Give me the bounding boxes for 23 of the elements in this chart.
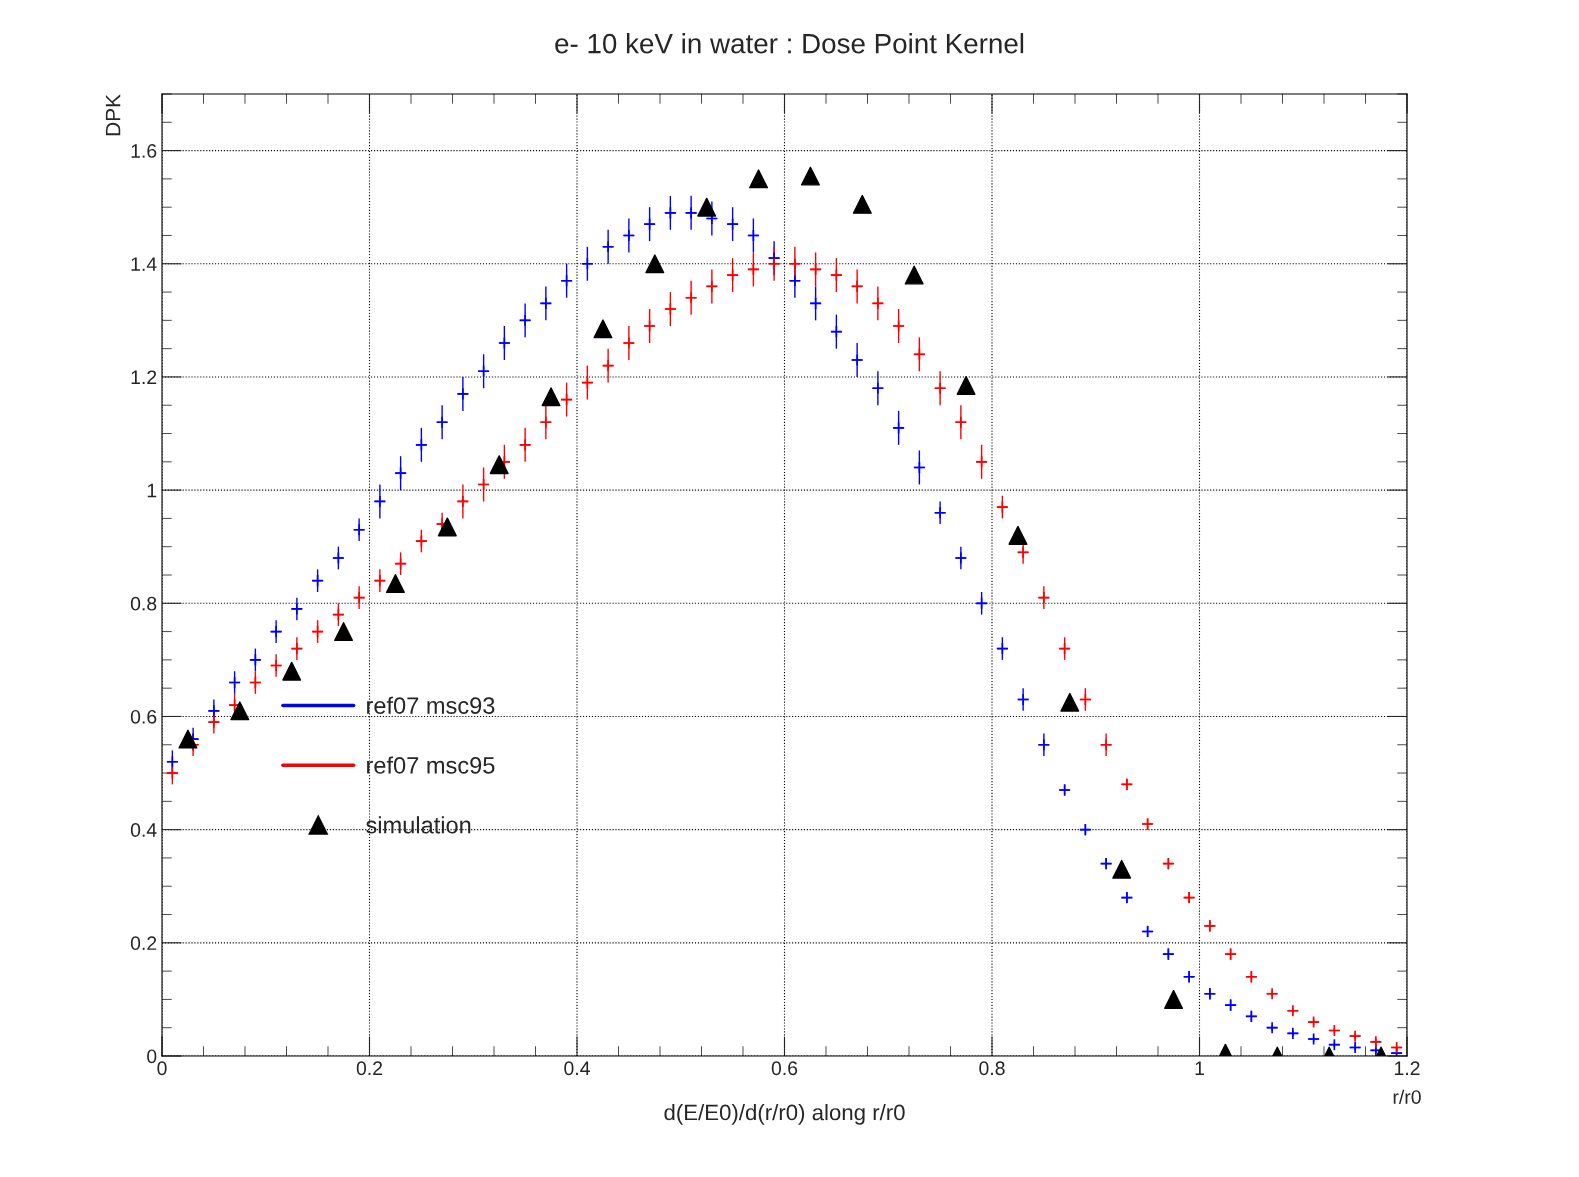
y-tick-label: 1.4 bbox=[131, 257, 157, 271]
legend-label: ref07 msc95 bbox=[367, 756, 495, 774]
y-tick-label: 1.6 bbox=[131, 144, 157, 158]
x-tick-label: 0.8 bbox=[979, 1061, 1005, 1076]
y-tick-label: 0.6 bbox=[130, 709, 157, 724]
legend-label: ref07 msc93 bbox=[367, 696, 495, 714]
x-tick-label: 0.4 bbox=[564, 1061, 590, 1076]
y-tick-label: 0.4 bbox=[130, 823, 157, 837]
y-tick-label: 0.8 bbox=[130, 596, 157, 611]
chart-title: e- 10 keV in water : Dose Point Kernel bbox=[555, 33, 1024, 54]
text: r/r0 bbox=[1393, 1089, 1421, 1104]
y-tick-label: 0 bbox=[147, 1049, 157, 1064]
y-axis-title: DPK bbox=[105, 94, 121, 136]
y-tick-label: 0.2 bbox=[130, 936, 157, 951]
x-axis-title: d(E/E0)/d(r/r0) along r/r0 bbox=[664, 1103, 905, 1125]
x-tick-label: 1 bbox=[1195, 1061, 1204, 1075]
y-tick-label: 1.2 bbox=[131, 370, 157, 384]
y-tick-label: 1 bbox=[147, 483, 157, 498]
legend-label: simulation bbox=[366, 816, 471, 834]
x-tick-label: 0 bbox=[157, 1061, 167, 1076]
x-tick-label: 1.2 bbox=[1394, 1061, 1420, 1075]
x-tick-label: 0.6 bbox=[771, 1061, 798, 1076]
x-tick-label: 0.2 bbox=[356, 1061, 383, 1076]
